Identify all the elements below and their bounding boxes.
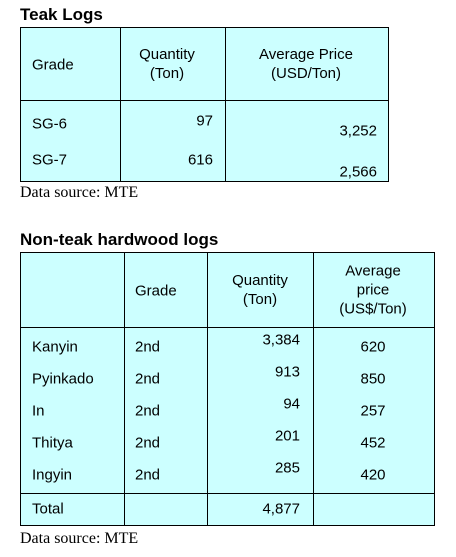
header-cell: Quantity (Ton) (139, 46, 195, 82)
price-cell: 452 (360, 434, 386, 452)
grade-cell: 2nd (135, 402, 161, 420)
price-cell: 3,252 (339, 122, 377, 140)
price-cell: 620 (360, 338, 386, 356)
header-cell: Average price (US$/Ton) (339, 262, 407, 318)
data-source: Data source: MTE (20, 530, 139, 547)
col-border (207, 252, 208, 526)
row-border (20, 100, 389, 101)
total-quantity: 4,877 (262, 500, 300, 518)
teak-table (20, 27, 389, 182)
nonteak-table (20, 252, 435, 526)
header-cell: Grade (135, 282, 177, 300)
species-cell: Kanyin (32, 338, 78, 356)
data-source: Data source: MTE (20, 184, 139, 201)
price-cell: 850 (360, 370, 386, 388)
total-label: Total (32, 500, 64, 518)
section-title: Non-teak hardwood logs (20, 230, 219, 249)
grade-cell: SG-6 (32, 115, 68, 133)
grade-cell: 2nd (135, 434, 161, 452)
species-cell: Pyinkado (32, 370, 94, 388)
quantity-cell: 616 (187, 151, 213, 169)
price-cell: 257 (360, 402, 386, 420)
quantity-cell: 285 (274, 459, 300, 477)
quantity-cell: 97 (196, 112, 213, 130)
header-cell: Grade (32, 56, 74, 74)
col-border (120, 27, 121, 182)
col-border (124, 252, 125, 526)
header-cell: Quantity (Ton) (232, 272, 288, 308)
header-cell: Average Price (USD/Ton) (259, 46, 353, 82)
grade-cell: 2nd (135, 466, 161, 484)
grade-cell: 2nd (135, 338, 161, 356)
section-title: Teak Logs (20, 5, 103, 24)
row-border (20, 493, 435, 494)
species-cell: In (32, 402, 45, 420)
species-cell: Ingyin (32, 466, 73, 484)
col-border (225, 27, 226, 182)
price-cell: 2,566 (339, 163, 377, 181)
row-border (20, 327, 435, 328)
grade-cell: 2nd (135, 370, 161, 388)
quantity-cell: 3,384 (262, 331, 300, 349)
col-border (313, 252, 314, 526)
grade-cell: SG-7 (32, 151, 68, 169)
quantity-cell: 913 (274, 363, 300, 381)
price-cell: 420 (360, 466, 386, 484)
species-cell: Thitya (32, 434, 73, 452)
quantity-cell: 94 (283, 395, 300, 413)
quantity-cell: 201 (274, 427, 300, 445)
